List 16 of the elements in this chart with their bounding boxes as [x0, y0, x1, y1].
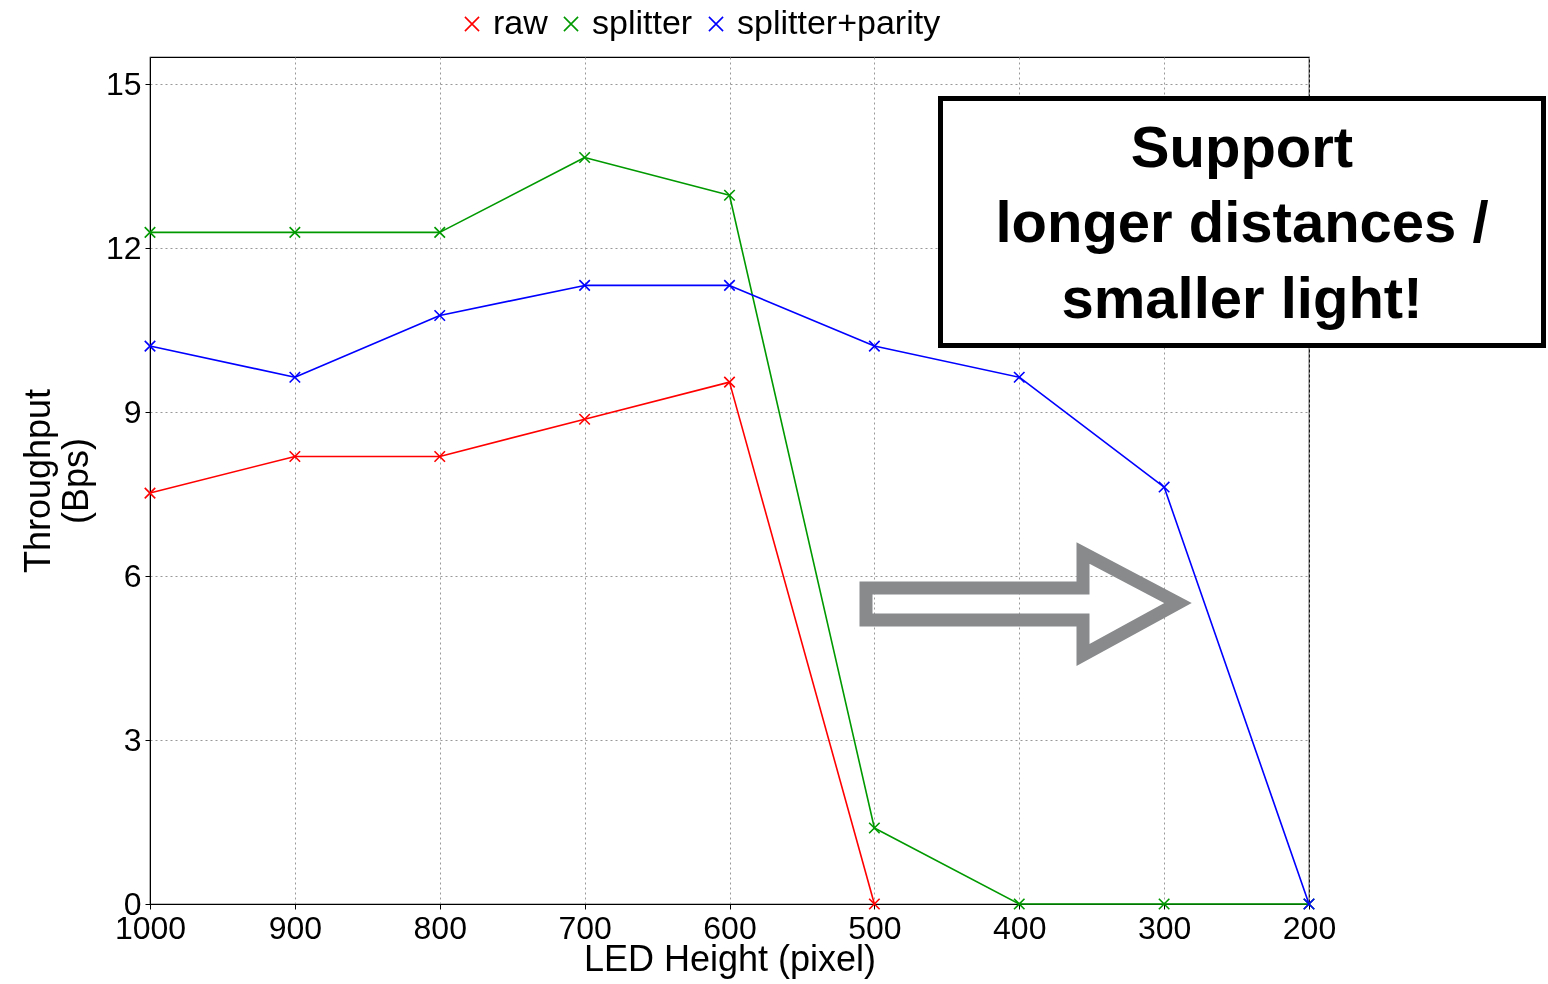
x-tick-label: 200: [1282, 909, 1337, 946]
y-axis-title: Throughput (Bps): [16, 388, 96, 574]
legend-label: splitter+parity: [737, 3, 941, 41]
x-tick-label: 300: [1137, 909, 1192, 946]
x-tick-label: 700: [558, 909, 612, 946]
y-tick-label: 3: [123, 721, 142, 758]
y-tick-label: 6: [123, 557, 142, 594]
y-tick-label: 9: [123, 393, 142, 430]
legend-label: splitter: [592, 3, 693, 41]
y-tick-label: 12: [105, 229, 142, 266]
annotation: Support longer distances / smaller light!: [938, 96, 1546, 348]
x-tick-label: 400: [993, 909, 1047, 946]
legend-label: raw: [493, 3, 549, 41]
x-tick-label: 900: [268, 909, 323, 946]
y-tick-label: 15: [105, 65, 142, 102]
x-tick-label: 800: [413, 909, 467, 946]
